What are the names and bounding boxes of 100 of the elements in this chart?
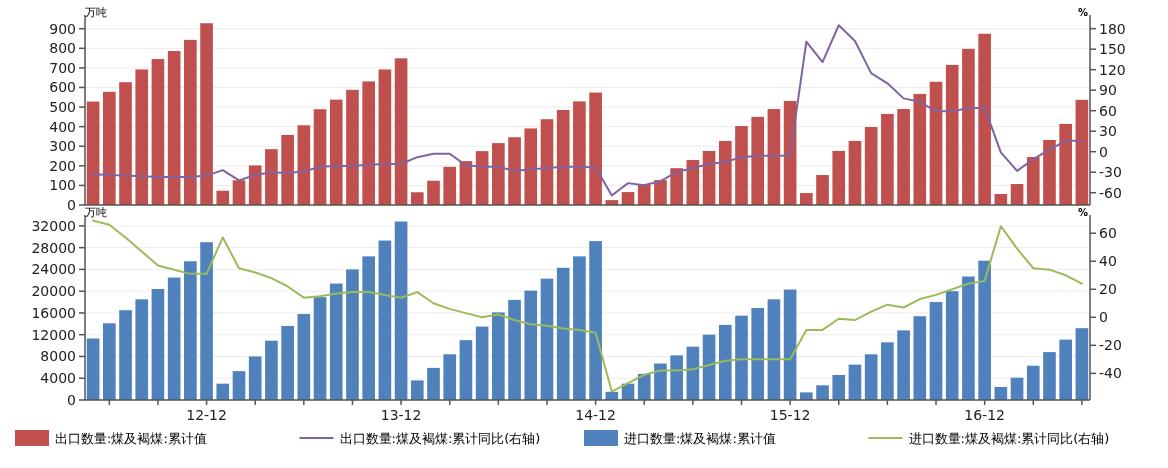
bar xyxy=(637,185,651,205)
bar xyxy=(394,221,408,400)
bar xyxy=(167,277,181,400)
bar xyxy=(848,364,862,400)
bar xyxy=(119,82,132,205)
bar xyxy=(135,69,149,205)
y-tick-label: 400 xyxy=(49,118,76,135)
bar xyxy=(945,64,959,205)
bar xyxy=(1043,139,1056,205)
bar xyxy=(216,190,230,205)
bar xyxy=(1043,352,1056,400)
bar xyxy=(881,342,894,400)
line-series xyxy=(92,219,1083,393)
x-tick-label: 15-12 xyxy=(769,407,811,423)
y2-tick-label: 180 xyxy=(1099,20,1126,37)
y-tick-label: 200 xyxy=(49,157,76,174)
bar xyxy=(119,310,132,400)
y-tick-label: 20000 xyxy=(31,283,76,300)
y-axis-title: 万吨 xyxy=(85,206,107,219)
y2-tick-label: 90 xyxy=(1099,82,1117,99)
bar xyxy=(751,308,765,400)
bar xyxy=(362,81,375,205)
y-tick-label: 500 xyxy=(49,99,76,116)
bar xyxy=(248,356,262,400)
bar xyxy=(427,367,440,400)
bar xyxy=(265,340,278,400)
bar xyxy=(232,371,246,400)
bar xyxy=(573,101,586,205)
y-tick-label: 600 xyxy=(49,79,76,96)
y-tick-label: 16000 xyxy=(31,304,76,321)
y-tick-label: 900 xyxy=(49,20,76,37)
bar xyxy=(443,354,457,400)
bar xyxy=(394,58,408,205)
bar xyxy=(735,126,748,205)
bar xyxy=(524,290,538,400)
y-tick-label: 8000 xyxy=(40,348,76,365)
bar xyxy=(978,260,991,400)
bar xyxy=(881,113,894,205)
y2-tick-label: 0 xyxy=(1099,309,1108,326)
y-tick-label: 0 xyxy=(67,392,76,408)
bar xyxy=(427,180,440,205)
bar xyxy=(459,340,473,400)
legend-label: 出口数量:煤及褐煤:累计同比(右轴) xyxy=(339,431,541,446)
bar xyxy=(378,69,392,205)
y-tick-label: 24000 xyxy=(31,261,76,278)
bar xyxy=(281,326,294,400)
bar xyxy=(816,385,829,400)
bar xyxy=(800,193,813,205)
bar xyxy=(492,143,505,205)
bar xyxy=(670,355,683,400)
bar xyxy=(702,334,716,400)
y-tick-label: 12000 xyxy=(31,326,76,343)
bar xyxy=(800,392,813,400)
bar xyxy=(184,39,197,205)
bar xyxy=(848,140,862,205)
bar xyxy=(718,140,732,205)
bar xyxy=(378,240,392,400)
bar xyxy=(102,323,116,400)
bar xyxy=(1026,157,1040,205)
bar xyxy=(962,48,975,205)
bar xyxy=(767,299,781,400)
bar xyxy=(864,354,878,400)
bar xyxy=(86,101,100,205)
y2-tick-label: 0 xyxy=(1099,143,1108,160)
bar xyxy=(670,168,683,205)
bar xyxy=(167,51,181,205)
bar xyxy=(151,59,165,205)
legend-label: 进口数量:煤及褐煤:累计同比(右轴) xyxy=(908,431,1110,446)
bar xyxy=(929,302,943,400)
bar xyxy=(443,166,457,205)
y2-tick-label: 20 xyxy=(1099,281,1117,298)
bar xyxy=(86,338,100,400)
bar xyxy=(540,119,554,205)
y2-tick-label: -60 xyxy=(1099,184,1122,201)
bar xyxy=(346,269,359,400)
bar xyxy=(135,299,149,400)
bar xyxy=(735,315,748,400)
bar xyxy=(297,125,311,205)
y-tick-label: 700 xyxy=(49,59,76,76)
bar xyxy=(524,128,538,205)
y2-tick-label: -20 xyxy=(1099,337,1122,354)
bar xyxy=(816,175,829,205)
bar xyxy=(897,109,910,205)
legend-label: 出口数量:煤及褐煤:累计值 xyxy=(55,431,207,446)
bar xyxy=(832,150,846,205)
bar xyxy=(281,134,294,205)
bar xyxy=(556,267,570,400)
bar xyxy=(346,89,359,205)
legend-label: 进口数量:煤及褐煤:累计值 xyxy=(624,431,776,446)
bar xyxy=(654,363,667,400)
y-tick-label: 4000 xyxy=(40,370,76,387)
bar xyxy=(832,374,846,400)
y2-axis-title: % xyxy=(1077,7,1088,18)
bar xyxy=(540,278,554,400)
bar xyxy=(216,383,230,400)
bar xyxy=(913,316,927,400)
bar xyxy=(589,92,602,205)
y2-tick-label: -30 xyxy=(1099,164,1122,181)
y2-tick-label: 40 xyxy=(1099,253,1117,270)
bar xyxy=(718,324,732,400)
